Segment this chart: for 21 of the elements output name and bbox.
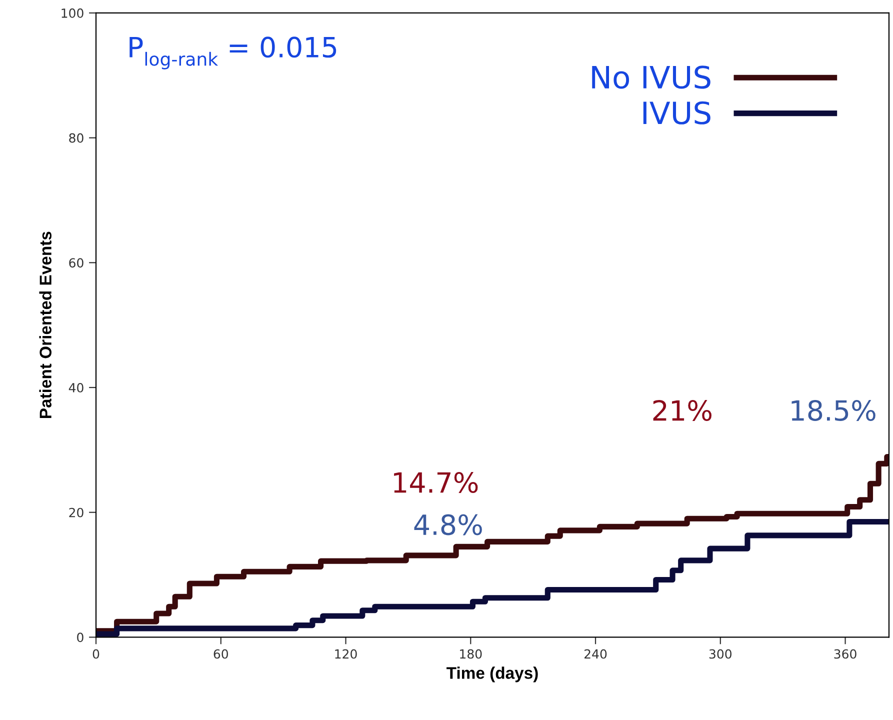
y-tick-label: 80 bbox=[69, 133, 84, 143]
y-axis-title: Patient Oriented Events bbox=[39, 232, 52, 418]
x-tick-label: 0 bbox=[92, 649, 100, 659]
annotation: 21% bbox=[653, 400, 712, 421]
y-tick-label: 20 bbox=[69, 508, 84, 518]
y-tick-label: 40 bbox=[68, 382, 84, 392]
x-tick-label: 120 bbox=[335, 649, 357, 659]
x-tick-label: 180 bbox=[460, 649, 482, 659]
annotation: 14.7% bbox=[394, 472, 478, 494]
legend-label: IVUS bbox=[643, 101, 710, 124]
x-tick-label: 60 bbox=[214, 649, 228, 659]
annotation: 18.5% bbox=[792, 400, 876, 421]
y-tick-label: 100 bbox=[62, 8, 84, 18]
y-tick-label: 60 bbox=[69, 258, 84, 268]
x-tick-label: 360 bbox=[834, 649, 856, 659]
annotation: 4.8% bbox=[414, 514, 482, 536]
x-tick-label: 300 bbox=[709, 649, 732, 659]
x-axis-title: Time (days) bbox=[446, 666, 538, 682]
x-tick-label: 240 bbox=[584, 649, 607, 659]
legend-label: No IVUS bbox=[592, 66, 710, 89]
y-tick-label: 0 bbox=[77, 632, 84, 642]
